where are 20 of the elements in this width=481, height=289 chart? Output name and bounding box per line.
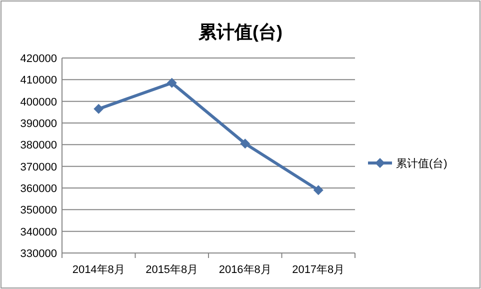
x-tick-label: 2014年8月	[72, 264, 125, 276]
y-tick-label: 400000	[20, 96, 57, 108]
y-tick-label: 420000	[20, 53, 57, 65]
point	[166, 78, 177, 88]
y-tick-label: 410000	[20, 74, 57, 87]
point	[94, 104, 104, 114]
y-tick-label: 360000	[20, 183, 57, 195]
y-tick-label: 340000	[20, 226, 57, 238]
point	[313, 185, 324, 196]
y-tick-label: 350000	[20, 204, 57, 217]
chart-title: 累计值(台)	[198, 22, 282, 42]
y-tick-label: 390000	[20, 118, 57, 130]
y-tick-label: 330000	[20, 248, 57, 260]
y-tick-label: 370000	[20, 161, 57, 174]
x-tick-label: 2015年8月	[146, 264, 198, 276]
y-tick-label: 380000	[20, 140, 57, 152]
x-tick-label: 2017年8月	[292, 264, 345, 276]
legend-label: 累计值(台)	[396, 157, 448, 170]
x-tick-label: 2016年8月	[218, 264, 272, 276]
point	[240, 138, 250, 149]
